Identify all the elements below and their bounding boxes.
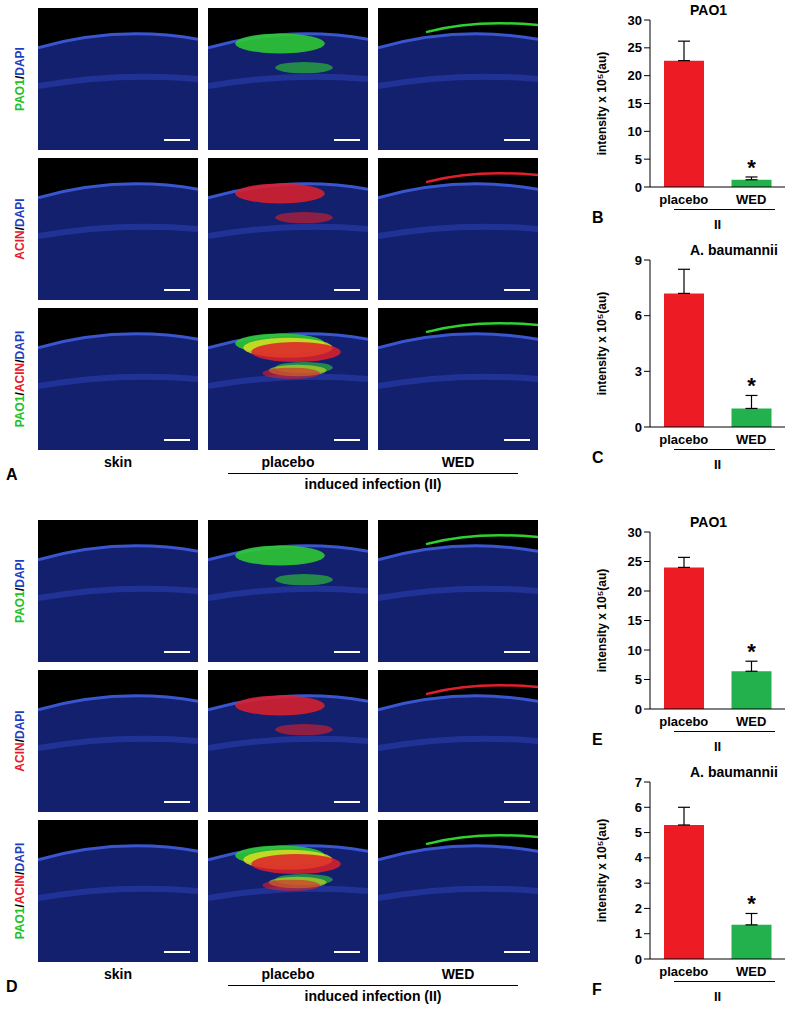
svg-text:0: 0 — [635, 180, 642, 195]
svg-text:0: 0 — [635, 420, 642, 435]
svg-text:0: 0 — [635, 702, 642, 717]
svg-text:II: II — [714, 989, 721, 1004]
html-text:D: D — [6, 978, 18, 995]
svg-text:WED: WED — [736, 964, 766, 979]
svg-text:5: 5 — [635, 672, 642, 687]
svg-text:intensity x 10⁵(au): intensity x 10⁵(au) — [595, 52, 609, 156]
html-text:placebo: placebo — [261, 454, 315, 470]
svg-text:4: 4 — [635, 850, 643, 865]
svg-text:10: 10 — [628, 124, 642, 139]
html-text:B: B — [592, 209, 604, 226]
svg-text:intensity x 10⁵(au): intensity x 10⁵(au) — [595, 819, 609, 923]
svg-text:placebo: placebo — [659, 192, 708, 207]
html-text:A. baumannii: A. baumannii — [690, 242, 778, 258]
html-text:induced infection (II): induced infection (II) — [304, 476, 442, 492]
svg-text:*: * — [747, 373, 756, 398]
svg-text:6: 6 — [635, 800, 642, 815]
svg-text:placebo: placebo — [659, 432, 708, 447]
svg-text:5: 5 — [635, 825, 642, 840]
svg-text:ACIN/DAPI: ACIN/DAPI — [13, 198, 27, 259]
svg-text:*: * — [747, 155, 756, 180]
svg-text:II: II — [714, 739, 721, 754]
svg-text:5: 5 — [635, 152, 642, 167]
svg-text:*: * — [747, 891, 756, 916]
svg-text:PAO1/DAPI: PAO1/DAPI — [13, 559, 27, 623]
svg-text:15: 15 — [628, 613, 642, 628]
svg-text:9: 9 — [635, 253, 642, 268]
html-text:E: E — [592, 731, 603, 748]
svg-text:intensity x 10⁵(au): intensity x 10⁵(au) — [595, 569, 609, 673]
html-text:skin: skin — [104, 454, 132, 470]
svg-text:15: 15 — [628, 96, 642, 111]
html-text:WED: WED — [441, 966, 475, 982]
svg-text:30: 30 — [628, 13, 642, 28]
html-text:C: C — [592, 449, 604, 466]
svg-text:20: 20 — [628, 584, 642, 599]
html-text:placebo: placebo — [261, 966, 315, 982]
svg-text:*: * — [747, 639, 756, 664]
svg-text:PAO1/DAPI: PAO1/DAPI — [13, 47, 27, 111]
svg-text:25: 25 — [628, 554, 642, 569]
html-text:induced infection (II): induced infection (II) — [304, 988, 442, 1004]
svg-text:intensity x 10⁵(au): intensity x 10⁵(au) — [595, 292, 609, 396]
svg-text:WED: WED — [736, 714, 766, 729]
svg-text:3: 3 — [635, 876, 642, 891]
svg-text:20: 20 — [628, 68, 642, 83]
svg-text:II: II — [714, 217, 721, 232]
svg-text:1: 1 — [635, 926, 642, 941]
svg-text:PAO1/ACIN/DAPI: PAO1/ACIN/DAPI — [13, 843, 27, 940]
svg-text:PAO1/ACIN/DAPI: PAO1/ACIN/DAPI — [13, 331, 27, 428]
html-text:WED: WED — [441, 454, 475, 470]
svg-text:3: 3 — [635, 364, 642, 379]
svg-text:7: 7 — [635, 775, 642, 790]
html-text:skin: skin — [104, 966, 132, 982]
svg-text:II: II — [714, 457, 721, 472]
svg-text:30: 30 — [628, 525, 642, 540]
svg-text:10: 10 — [628, 643, 642, 658]
svg-text:25: 25 — [628, 40, 642, 55]
svg-text:WED: WED — [736, 432, 766, 447]
svg-text:0: 0 — [635, 952, 642, 967]
svg-text:ACIN/DAPI: ACIN/DAPI — [13, 710, 27, 771]
svg-text:placebo: placebo — [659, 964, 708, 979]
html-text:F: F — [592, 981, 602, 998]
svg-text:6: 6 — [635, 308, 642, 323]
svg-text:WED: WED — [736, 192, 766, 207]
html-text:A. baumannii: A. baumannii — [690, 764, 778, 780]
svg-text:2: 2 — [635, 901, 642, 916]
svg-text:placebo: placebo — [659, 714, 708, 729]
html-text:A: A — [6, 466, 18, 483]
html-text:PAO1: PAO1 — [690, 514, 728, 530]
html-text:PAO1: PAO1 — [690, 2, 728, 18]
